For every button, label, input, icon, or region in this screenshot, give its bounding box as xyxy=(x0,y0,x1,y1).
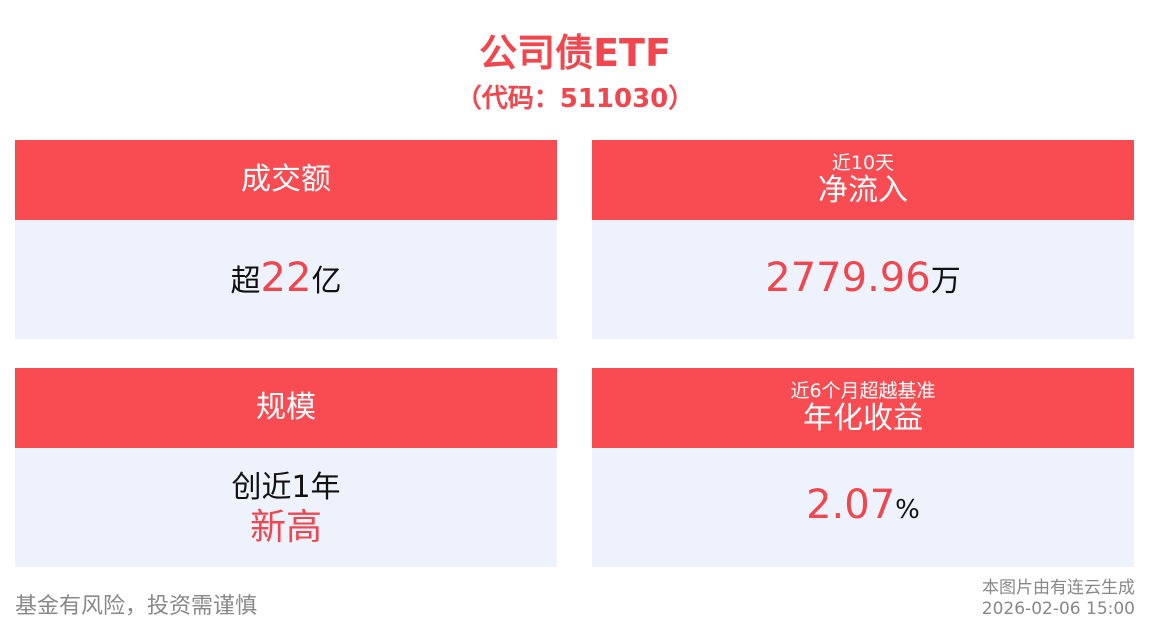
source: 本图片由有连云生成 xyxy=(982,578,1135,598)
card: 成交额 超22亿 xyxy=(15,140,557,339)
value: 22 xyxy=(260,254,312,301)
prefix: 超 xyxy=(230,263,261,299)
card-body: 创近1年 新高 xyxy=(15,448,557,567)
card-header: 成交额 xyxy=(15,140,557,220)
card-body: 2.07% xyxy=(592,448,1134,567)
subtitle: （代码：511030） xyxy=(455,84,695,114)
card-subheading: 近10天 xyxy=(831,152,895,174)
card-heading: 规模 xyxy=(256,390,316,425)
value-line: 2.07% xyxy=(806,485,920,530)
timestamp: 2026-02-06 15:00 xyxy=(981,599,1135,619)
card-heading: 成交额 xyxy=(241,162,331,197)
value: 2.07 xyxy=(806,482,896,528)
unit: 万 xyxy=(930,263,961,299)
footer-info: 本图片由有连云生成 2026-02-06 15:00 xyxy=(982,578,1135,620)
title: 公司债ETF xyxy=(479,31,671,75)
value-line: 2779.96万 xyxy=(765,258,960,302)
card-heading: 年化收益 xyxy=(803,401,923,436)
card-header: 规模 xyxy=(15,368,557,448)
value: 新高 xyxy=(249,506,322,548)
card: 规模 创近1年 新高 xyxy=(15,368,557,567)
card-header: 近10天 净流入 xyxy=(592,140,1134,220)
card-body: 超22亿 xyxy=(15,220,557,339)
card-subheading: 近6个月超越基准 xyxy=(790,380,936,402)
value-line: 超22亿 xyxy=(231,258,342,302)
card: 近10天 净流入 2779.96万 xyxy=(592,140,1134,339)
card: 近6个月超越基准 年化收益 2.07% xyxy=(592,368,1134,567)
unit: 亿 xyxy=(311,263,342,299)
card-body: 2779.96万 xyxy=(592,220,1134,339)
unit: % xyxy=(895,495,920,525)
text-line: 创近1年 xyxy=(231,469,341,505)
value: 2779.96 xyxy=(765,254,931,301)
disclaimer: 基金有风险，投资需谨慎 xyxy=(15,594,258,619)
card-heading: 净流入 xyxy=(818,173,908,208)
card-header: 近6个月超越基准 年化收益 xyxy=(592,368,1134,448)
